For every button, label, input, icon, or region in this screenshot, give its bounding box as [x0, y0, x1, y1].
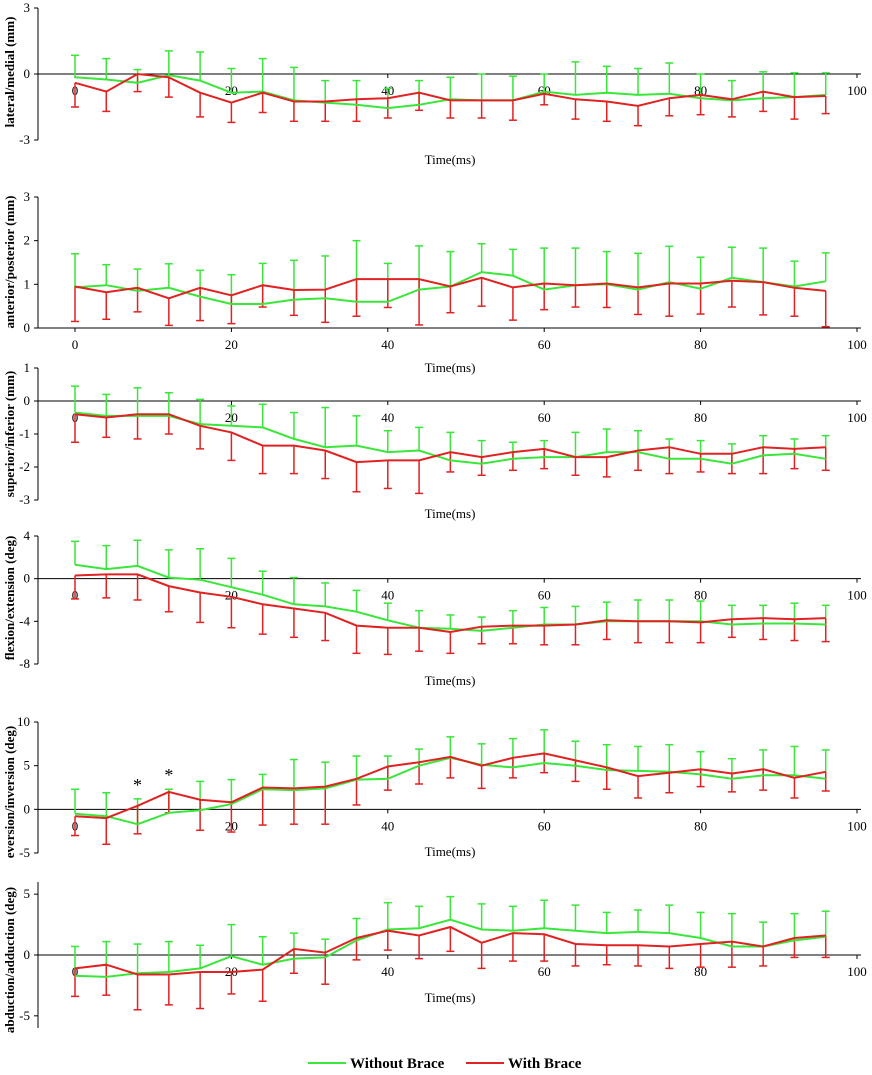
y-tick-label: -3 [19, 492, 30, 507]
legend-label: Without Brace [350, 1056, 445, 1072]
x-tick-label: 100 [847, 410, 867, 425]
significance-star: * [164, 765, 173, 785]
series-line [74, 413, 826, 464]
y-tick-label: -3 [19, 132, 30, 147]
y-tick-label: -5 [19, 845, 30, 860]
x-tick-label: 60 [538, 964, 551, 979]
x-tick-label: 40 [381, 337, 394, 352]
y-tick-label: 0 [24, 947, 31, 962]
x-tick-label: 40 [381, 818, 394, 833]
y-tick-label: 2 [24, 233, 31, 248]
x-tick-label: 60 [538, 588, 551, 603]
x-axis-label: Time(ms) [425, 673, 476, 688]
x-tick-label: 80 [694, 818, 707, 833]
y-tick-label: -5 [19, 1008, 30, 1023]
y-tick-label: -2 [19, 459, 30, 474]
legend-label: With Brace [508, 1056, 582, 1072]
y-axis-label: anterior/posterior (mm) [2, 196, 17, 329]
y-tick-label: -4 [19, 613, 30, 628]
y-tick-label: 0 [24, 393, 31, 408]
y-tick-label: 3 [24, 189, 31, 204]
y-tick-label: 1 [24, 360, 31, 375]
y-tick-label: 0 [24, 801, 31, 816]
x-tick-label: 60 [538, 337, 551, 352]
x-tick-label: 100 [847, 818, 867, 833]
y-axis-label: abduction/adduction (deg) [2, 887, 17, 1033]
significance-star: * [133, 775, 142, 795]
x-tick-label: 20 [225, 588, 238, 603]
x-tick-label: 60 [538, 818, 551, 833]
y-axis-label: superior/inferior (mm) [2, 371, 17, 497]
y-axis-label: eversion/inversion (deg) [2, 726, 17, 859]
y-tick-label: 4 [24, 528, 31, 543]
y-tick-label: 0 [24, 571, 31, 586]
series-line [74, 752, 826, 820]
series-line [74, 411, 826, 465]
x-tick-label: 0 [72, 337, 79, 352]
x-tick-label: 40 [381, 410, 394, 425]
series-line [74, 918, 826, 978]
x-axis-label: Time(ms) [425, 152, 476, 167]
series-line [74, 72, 826, 107]
y-tick-label: 0 [24, 66, 31, 81]
series-line [74, 276, 826, 300]
series-line [74, 925, 826, 976]
y-tick-label: 3 [24, 0, 31, 15]
y-tick-label: 1 [24, 276, 31, 291]
y-axis-label: flexion/extension (deg) [2, 536, 17, 661]
y-axis-label: lateral/medial (mm) [2, 17, 17, 128]
series-line [74, 563, 826, 632]
y-tick-label: 10 [17, 714, 30, 729]
series-line [74, 573, 826, 634]
x-axis-label: Time(ms) [425, 506, 476, 521]
x-tick-label: 20 [225, 337, 238, 352]
x-tick-label: 100 [847, 964, 867, 979]
x-tick-label: 40 [381, 964, 394, 979]
y-tick-label: 5 [24, 758, 31, 773]
y-tick-label: -8 [19, 656, 30, 671]
x-axis-label: Time(ms) [425, 990, 476, 1005]
y-tick-label: 0 [24, 320, 31, 335]
x-tick-label: 100 [847, 588, 867, 603]
y-tick-label: -1 [19, 426, 30, 441]
x-axis-label: Time(ms) [425, 360, 476, 375]
x-tick-label: 80 [694, 410, 707, 425]
x-tick-label: 100 [847, 83, 867, 98]
x-tick-label: 80 [694, 588, 707, 603]
x-tick-label: 40 [381, 588, 394, 603]
y-tick-label: 5 [24, 886, 31, 901]
series-line [74, 74, 826, 110]
x-axis-label: Time(ms) [425, 844, 476, 859]
x-tick-label: 60 [538, 410, 551, 425]
x-tick-label: 80 [694, 337, 707, 352]
x-tick-label: 100 [847, 337, 867, 352]
